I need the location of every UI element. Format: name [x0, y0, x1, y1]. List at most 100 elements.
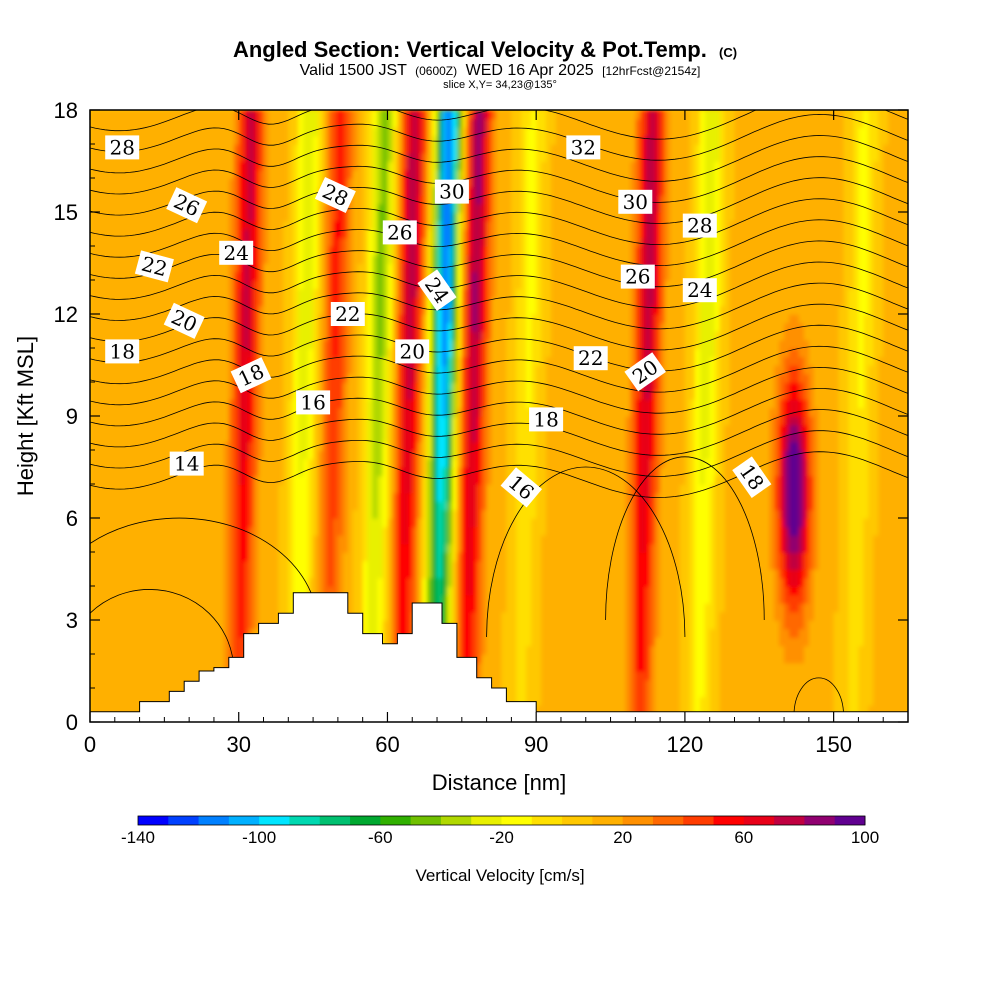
velocity-cell: [422, 492, 428, 502]
velocity-cell: [323, 263, 329, 273]
velocity-cell: [303, 135, 309, 145]
velocity-cell: [109, 118, 116, 128]
velocity-cell: [263, 484, 270, 494]
velocity-cell: [253, 339, 260, 349]
velocity-cell: [139, 135, 146, 145]
velocity-cell: [248, 560, 255, 570]
velocity-cell: [184, 492, 190, 502]
velocity-cell: [149, 203, 156, 213]
velocity-cell: [253, 280, 260, 290]
velocity-cell: [169, 611, 176, 621]
velocity-cell: [323, 382, 329, 392]
velocity-cell: [352, 458, 359, 468]
velocity-cell: [263, 348, 270, 358]
velocity-cell: [357, 229, 364, 239]
velocity-cell: [362, 611, 369, 621]
velocity-cell: [273, 492, 280, 502]
velocity-cell: [119, 118, 126, 128]
velocity-cell: [382, 161, 389, 171]
velocity-cell: [139, 501, 146, 511]
velocity-cell: [144, 280, 151, 290]
velocity-cell: [94, 628, 101, 638]
velocity-cell: [332, 297, 339, 307]
velocity-cell: [392, 416, 399, 426]
velocity-cell: [407, 416, 414, 426]
velocity-cell: [179, 161, 185, 171]
velocity-cell: [139, 203, 146, 213]
velocity-cell: [208, 662, 215, 672]
velocity-cell: [208, 577, 215, 587]
velocity-cell: [208, 594, 215, 604]
velocity-cell: [104, 552, 111, 562]
velocity-cell: [367, 246, 374, 256]
velocity-cell: [129, 237, 136, 247]
velocity-cell: [204, 569, 210, 579]
velocity-cell: [387, 365, 394, 375]
velocity-cell: [273, 441, 280, 451]
velocity-cell: [213, 339, 220, 349]
velocity-cell: [208, 161, 215, 171]
velocity-cell: [228, 518, 235, 528]
velocity-cell: [213, 645, 220, 655]
velocity-cell: [332, 152, 339, 162]
velocity-cell: [233, 637, 240, 647]
velocity-cell: [154, 322, 161, 332]
velocity-cell: [362, 144, 369, 154]
velocity-cell: [412, 467, 418, 477]
velocity-cell: [392, 127, 399, 137]
velocity-cell: [238, 450, 245, 460]
velocity-cell: [352, 178, 359, 188]
velocity-cell: [213, 441, 220, 451]
velocity-cell: [114, 314, 121, 324]
velocity-cell: [154, 518, 161, 528]
velocity-cell: [412, 518, 418, 528]
velocity-cell: [159, 501, 166, 511]
velocity-cell: [238, 186, 245, 196]
velocity-cell: [94, 288, 101, 298]
velocity-cell: [367, 594, 374, 604]
velocity-cell: [407, 271, 414, 281]
velocity-cell: [283, 271, 290, 281]
velocity-cell: [233, 110, 240, 120]
velocity-cell: [114, 560, 121, 570]
velocity-cell: [124, 212, 131, 222]
velocity-cell: [268, 220, 275, 230]
velocity-cell: [283, 280, 290, 290]
velocity-cell: [238, 271, 245, 281]
velocity-cell: [392, 178, 399, 188]
velocity-cell: [164, 543, 171, 553]
velocity-cell: [298, 509, 304, 519]
velocity-cell: [184, 390, 190, 400]
velocity-cell: [199, 322, 205, 332]
velocity-cell: [362, 603, 369, 613]
velocity-cell: [362, 178, 369, 188]
velocity-cell: [169, 220, 176, 230]
velocity-cell: [144, 246, 151, 256]
velocity-cell: [273, 195, 280, 205]
velocity-cell: [139, 127, 146, 137]
velocity-cell: [238, 144, 245, 154]
velocity-cell: [332, 220, 339, 230]
velocity-cell: [303, 569, 309, 579]
velocity-cell: [90, 424, 96, 434]
velocity-cell: [174, 560, 181, 570]
velocity-cell: [293, 552, 300, 562]
velocity-cell: [417, 229, 423, 239]
velocity-cell: [392, 246, 399, 256]
velocity-cell: [154, 127, 161, 137]
velocity-cell: [248, 144, 255, 154]
velocity-cell: [288, 603, 295, 613]
velocity-cell: [278, 152, 285, 162]
velocity-cell: [99, 331, 106, 341]
velocity-cell: [174, 356, 181, 366]
velocity-cell: [342, 237, 349, 247]
velocity-cell: [342, 161, 349, 171]
velocity-cell: [94, 407, 101, 417]
velocity-cell: [159, 288, 166, 298]
velocity-cell: [377, 263, 384, 273]
velocity-cell: [407, 458, 414, 468]
velocity-cell: [104, 450, 111, 460]
velocity-cell: [342, 399, 349, 409]
velocity-cell: [362, 195, 369, 205]
velocity-cell: [273, 611, 280, 621]
